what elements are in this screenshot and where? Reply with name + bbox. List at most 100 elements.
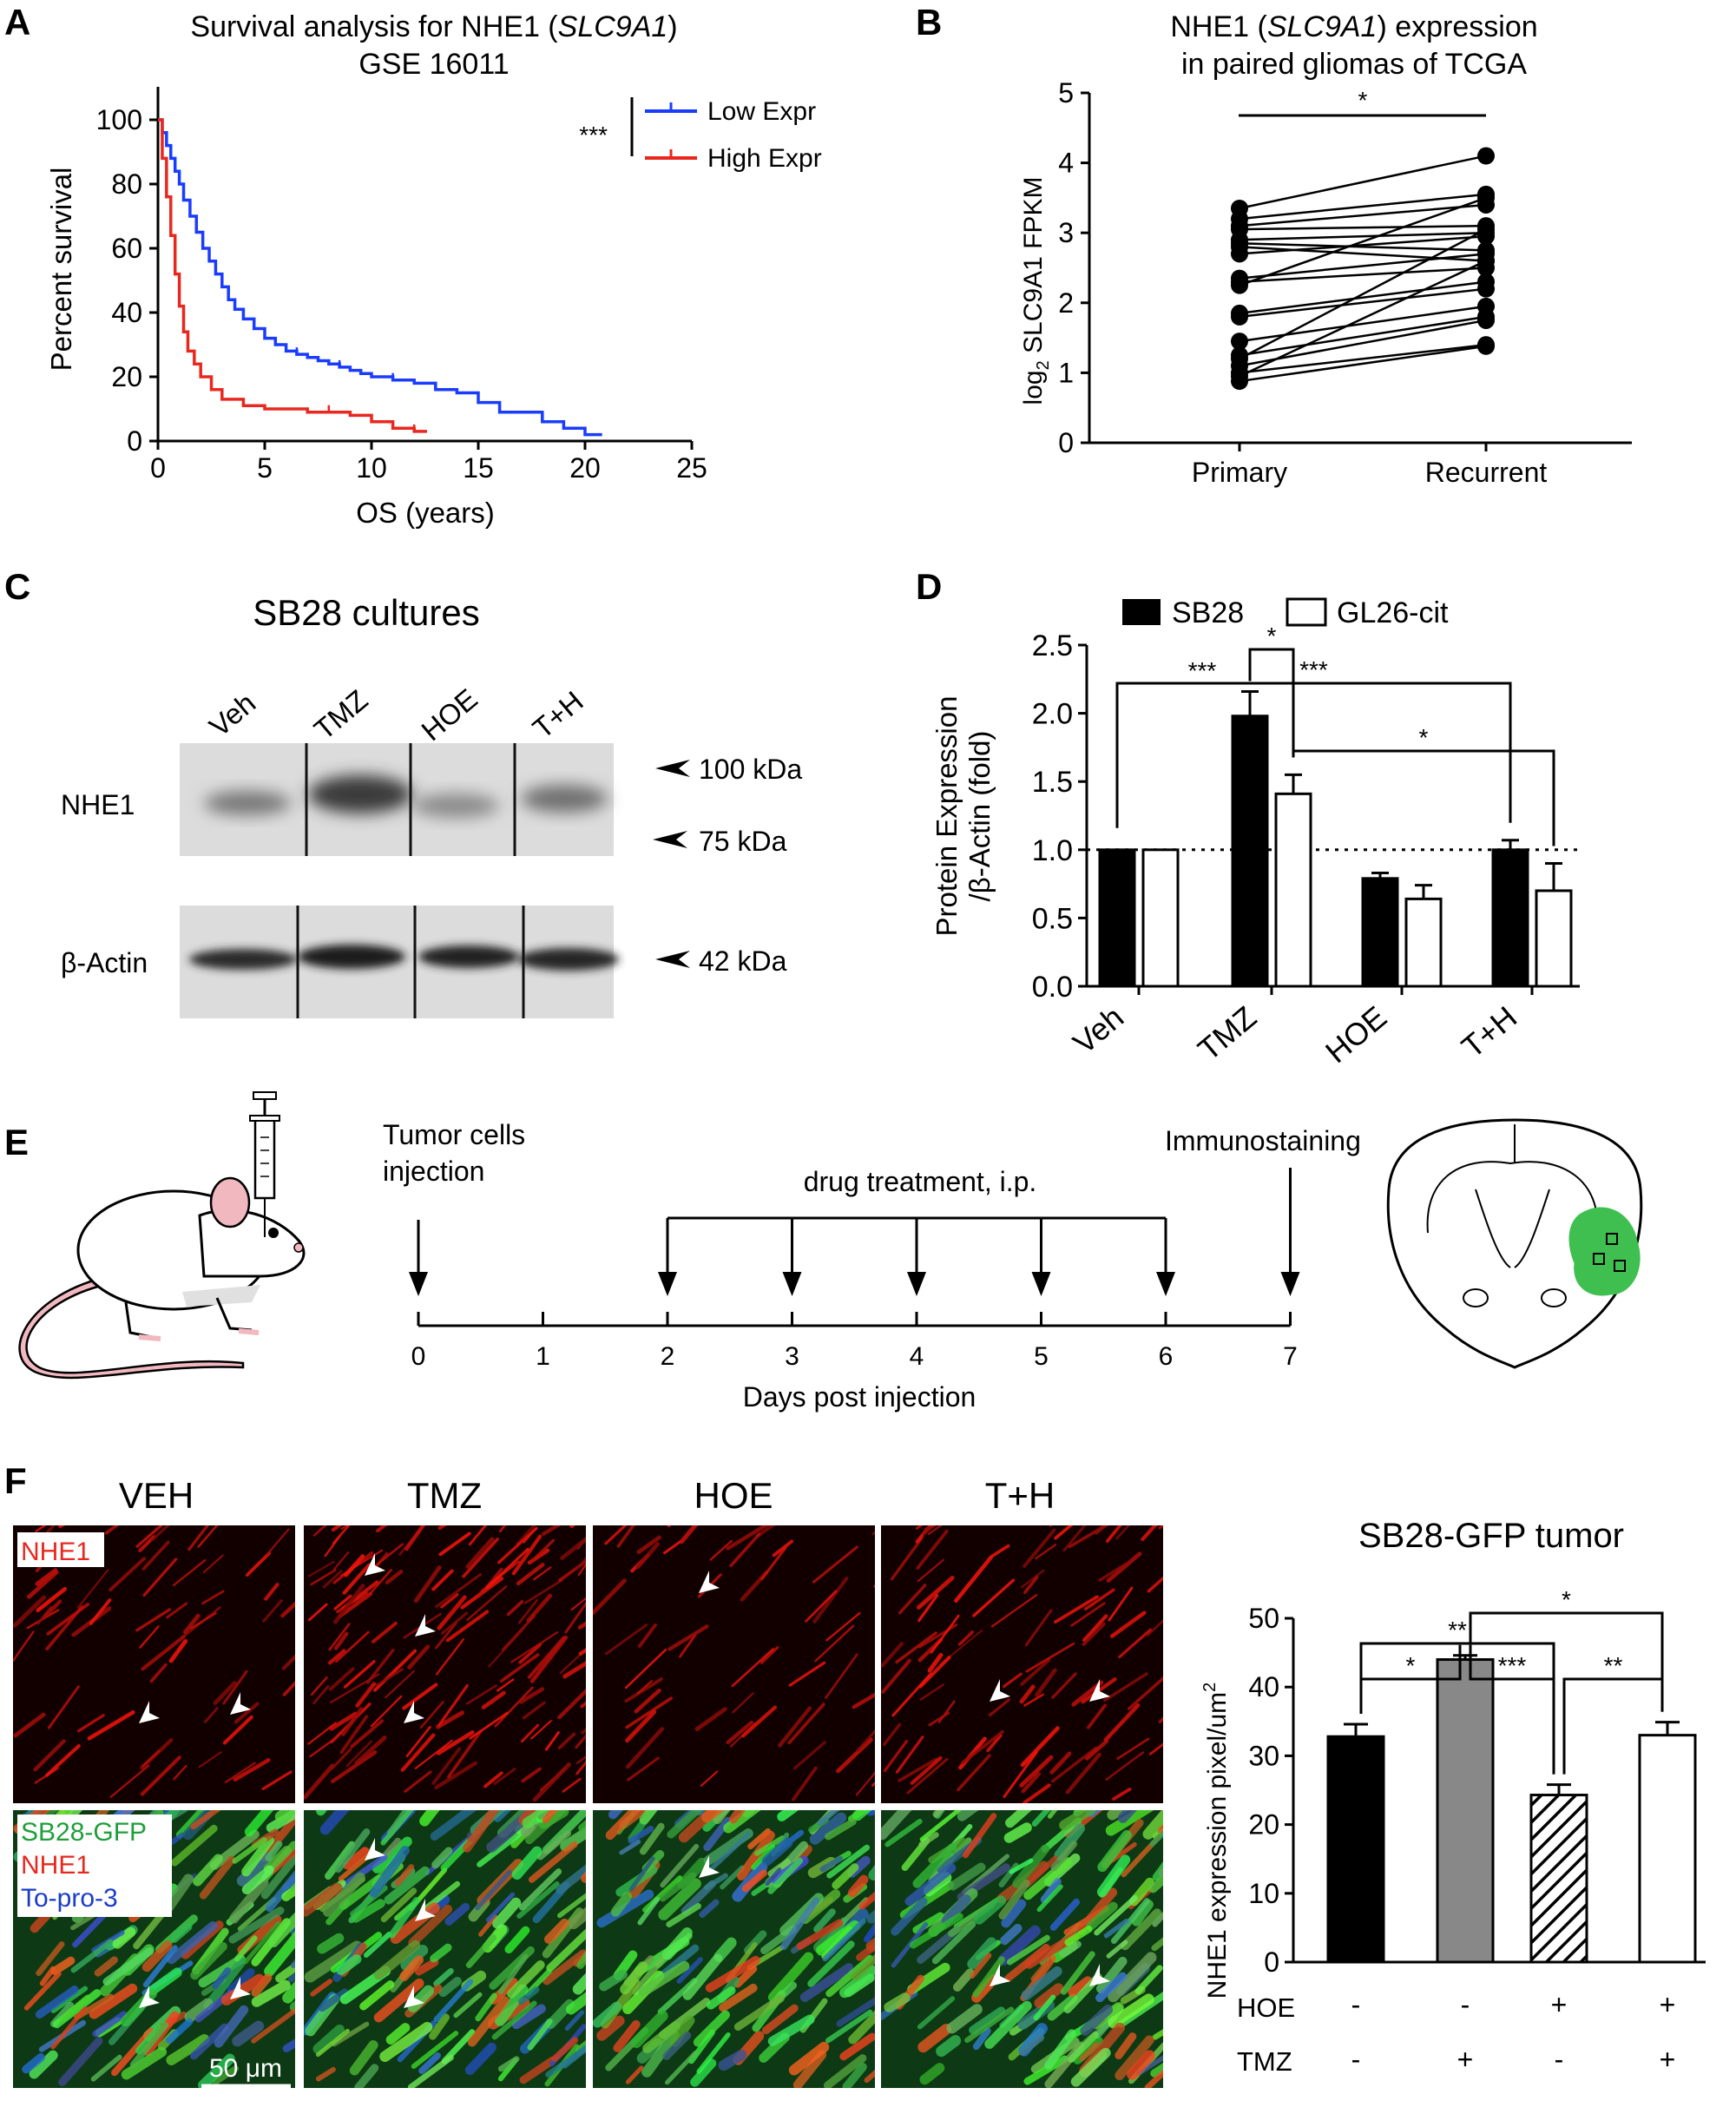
x-tick-label: Recurrent [1425,457,1548,488]
timeline-axis-title: Days post injection [743,1381,976,1413]
nhe1-signal [510,1631,559,1663]
nhe1-signal [465,1537,495,1569]
nhe1-signal [468,1525,488,1546]
cell-signal [304,1882,343,1917]
arrowhead-icon [230,1692,251,1715]
cell-signal [90,2054,122,2082]
cell-signal [825,1954,874,1998]
y-tick-label: 0 [127,425,142,457]
cell-signal [497,2056,520,2072]
cell-signal [1108,1952,1157,2003]
nhe1-signal [518,1687,545,1704]
tumor-region [1568,1207,1641,1296]
cell-signal [190,2023,229,2060]
nhe1-signal [1106,1551,1142,1583]
lane-label-th: T+H [526,685,589,745]
nhe1-signal [496,1678,515,1692]
arrowhead-icon [699,1571,720,1593]
timeline-day-label: 0 [411,1342,426,1371]
nhe1-signal [569,1525,575,1529]
cell-signal [1079,2042,1100,2062]
cell-signal [36,1941,65,1976]
cell-signal [1095,1972,1128,2003]
arrowhead-icon [139,1701,160,1723]
nhe1-signal [262,1599,283,1623]
nhe1-signal [988,1698,1011,1717]
nhe1-signal [918,1656,951,1689]
nhe1-signal [173,1764,187,1781]
cell-signal [1103,1918,1129,1939]
cell-signal [260,1854,295,1900]
cell-signal [35,1985,79,2019]
arrowhead-icon [990,1964,1010,1986]
cell-signal [433,1979,474,2023]
nhe1-signal [927,1525,944,1536]
cell-signal [507,1959,545,1999]
point-primary [1231,372,1248,391]
nhe1-signal [58,1525,66,1529]
nhe1-signal [898,1584,927,1615]
tmz-sign: + [1457,2044,1474,2075]
cell-signal [638,1960,690,1997]
roi-box [1606,1233,1618,1245]
cell-signal [319,1810,350,1835]
cell-signal [234,1935,258,1962]
nhe1-signal [1025,1642,1075,1673]
chart-f-title: SB28-GFP tumor [1358,1517,1624,1555]
cell-signal [699,1899,720,1918]
cell-signal [312,2024,345,2054]
marker-100kda: 100 kDa [699,754,802,785]
cell-signal [754,1835,786,1856]
cell-signal [659,1872,697,1902]
chart-a-legend: *** Low Expr High Expr [579,97,822,173]
nhe1-signal [372,1543,404,1568]
cell-signal [767,1857,804,1894]
nhe1-signal [927,1652,944,1673]
nhe1-signal [1109,1610,1147,1638]
cell-signal [388,1897,420,1939]
cell-signal [1150,2062,1163,2078]
row-label-hoe: HOE [1237,1992,1295,2023]
survival-curve-low-expr [158,118,602,437]
nhe1-signal [529,1538,556,1564]
cell-signal [1107,1810,1129,1821]
nhe1-signal [485,1547,529,1589]
nhe1-signal [166,1602,188,1619]
cell-signal [664,2050,698,2085]
band-nhe1-tmz [308,775,412,813]
nhe1-signal [333,1584,365,1624]
nhe1-signal [499,1525,506,1533]
label-box-merge [17,1814,172,1917]
nhe1-signal [625,1727,664,1769]
nhe1-signal [310,1676,328,1696]
point-recurrent [1477,221,1495,239]
nhe1-signal [333,1631,349,1650]
cell-signal [148,1967,182,1995]
significance-label-veh-tmz: *** [1188,657,1217,684]
cell-signal [1080,2004,1114,2036]
cell-signal [839,2032,875,2061]
cell-signal [682,1953,723,2000]
cell-signal [1117,1810,1138,1823]
nhe1-signal [438,1531,471,1557]
cell-signal [620,1961,648,1995]
y-tick-label: 80 [111,168,142,200]
cell-signal [705,1831,752,1875]
nhe1-signal [404,1525,426,1551]
nhe1-signal [135,1608,171,1632]
cell-signal [270,1848,295,1874]
significance-bracket-1-2 [1359,1644,1462,1714]
nhe1-signal [339,1715,369,1755]
cell-signal [847,1874,869,1898]
y-tick-label: 1 [1058,357,1074,388]
cell-signal [998,1879,1030,1920]
cell-signal [315,2028,350,2058]
cell-signal [419,1810,440,1827]
nhe1-signal [437,1525,447,1531]
cell-signal [1115,2032,1137,2060]
chart-f-ylabel: NHE1 expression pixel/um2 [1200,1683,1232,1999]
cell-signal [610,1892,633,1917]
cell-signal [228,1907,285,1944]
cell-signal [190,1810,221,1830]
cell-signal [379,2021,433,2062]
